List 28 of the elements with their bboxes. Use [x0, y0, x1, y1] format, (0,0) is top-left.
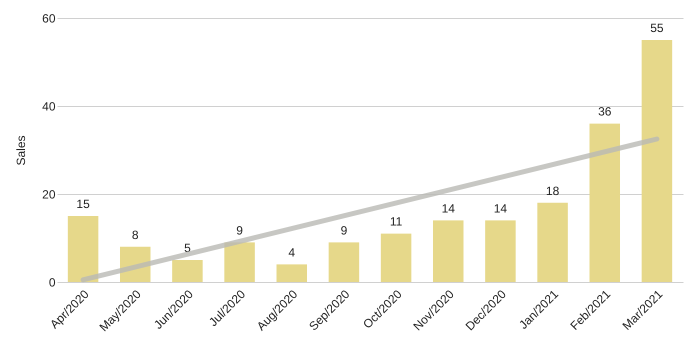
data-label: 8 [132, 228, 139, 242]
data-label: 36 [598, 104, 612, 119]
y-axis-title: Sales [14, 135, 28, 166]
data-label: 15 [76, 197, 90, 211]
data-label: 5 [184, 241, 192, 255]
bar [224, 242, 255, 282]
bar [328, 242, 360, 282]
bar [276, 264, 308, 282]
bar [537, 202, 568, 282]
data-label: 18 [546, 184, 560, 198]
bar [642, 40, 672, 282]
bar [485, 220, 516, 282]
y-tick-label: 0 [48, 276, 56, 290]
data-label: 14 [442, 201, 456, 216]
bar [380, 234, 412, 282]
data-label: 9 [340, 223, 348, 238]
data-label: 4 [288, 245, 296, 260]
bar [589, 124, 620, 282]
data-label: 55 [650, 21, 664, 35]
y-tick-label: 60 [42, 12, 56, 26]
bar [432, 220, 464, 282]
data-label: 14 [494, 201, 508, 216]
bar [172, 260, 203, 282]
bar [68, 216, 98, 282]
y-tick-label: 20 [42, 188, 56, 202]
data-label: 9 [236, 223, 244, 238]
data-label: 11 [390, 214, 403, 229]
y-tick-label: 40 [42, 100, 56, 114]
